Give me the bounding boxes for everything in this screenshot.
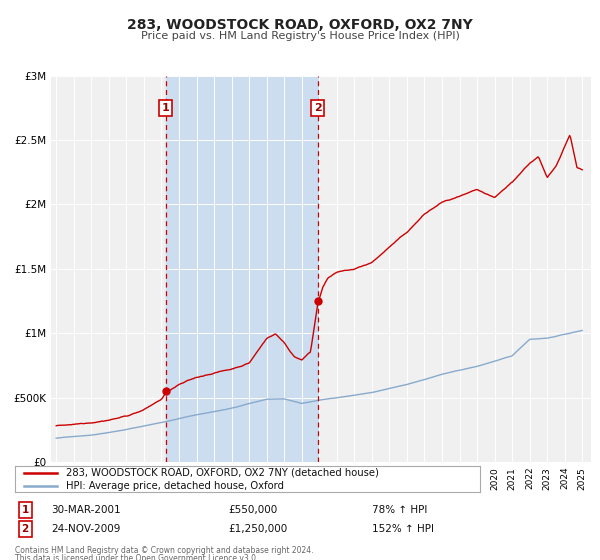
Text: 24-NOV-2009: 24-NOV-2009 <box>51 524 121 534</box>
Text: £550,000: £550,000 <box>228 505 277 515</box>
Bar <box>166 76 318 462</box>
Text: This data is licensed under the Open Government Licence v3.0.: This data is licensed under the Open Gov… <box>15 554 259 560</box>
Text: £1,250,000: £1,250,000 <box>228 524 287 534</box>
Text: 2: 2 <box>314 103 322 113</box>
Text: 30-MAR-2001: 30-MAR-2001 <box>51 505 121 515</box>
Text: 1: 1 <box>162 103 170 113</box>
Text: 152% ↑ HPI: 152% ↑ HPI <box>372 524 434 534</box>
Text: HPI: Average price, detached house, Oxford: HPI: Average price, detached house, Oxfo… <box>66 481 284 491</box>
Text: 1: 1 <box>22 505 29 515</box>
Text: 283, WOODSTOCK ROAD, OXFORD, OX2 7NY (detached house): 283, WOODSTOCK ROAD, OXFORD, OX2 7NY (de… <box>66 468 379 478</box>
Text: Price paid vs. HM Land Registry's House Price Index (HPI): Price paid vs. HM Land Registry's House … <box>140 31 460 41</box>
Text: Contains HM Land Registry data © Crown copyright and database right 2024.: Contains HM Land Registry data © Crown c… <box>15 546 314 555</box>
Text: 283, WOODSTOCK ROAD, OXFORD, OX2 7NY: 283, WOODSTOCK ROAD, OXFORD, OX2 7NY <box>127 18 473 32</box>
Text: 78% ↑ HPI: 78% ↑ HPI <box>372 505 427 515</box>
Text: 2: 2 <box>22 524 29 534</box>
